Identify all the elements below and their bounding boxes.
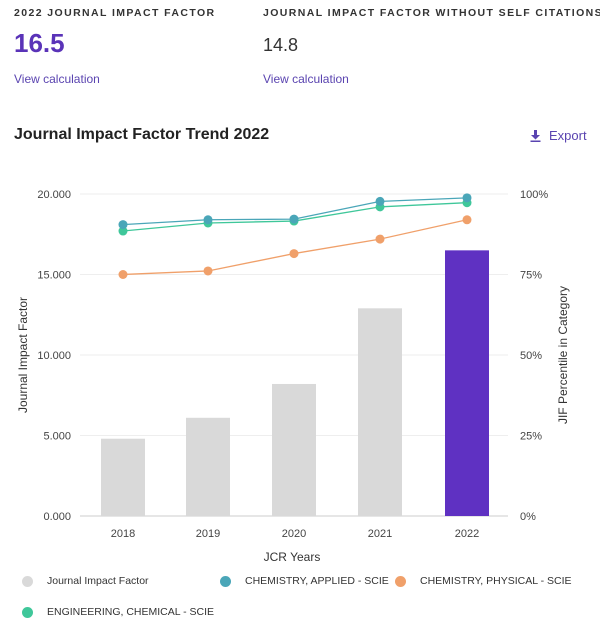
x-tick-label: 2022: [455, 528, 479, 540]
y2-tick-label: 0%: [520, 511, 536, 523]
x-tick-label: 2021: [368, 528, 392, 540]
point-applied-2019: [203, 215, 213, 225]
percentile-lines: [118, 193, 472, 279]
point-applied-2022: [462, 193, 472, 203]
export-button[interactable]: Export: [530, 128, 587, 143]
download-icon: [530, 129, 541, 142]
legend-item-engineering-chemical[interactable]: ENGINEERING, CHEMICAL - SCIE: [22, 606, 214, 618]
bars: [101, 250, 489, 516]
jif-no-self-value: 14.8: [263, 35, 299, 55]
legend-swatch-jif: [22, 575, 33, 587]
point-applied-2021: [375, 196, 385, 206]
x-tick-label: 2018: [111, 528, 135, 540]
legend-label-engineering-chemical: ENGINEERING, CHEMICAL - SCIE: [47, 606, 215, 618]
legend-swatch-chemistry-applied: [220, 575, 231, 587]
legend-label-jif: Journal Impact Factor: [47, 575, 149, 587]
series-line-physical: [122, 219, 468, 276]
jif-view-calculation-link[interactable]: View calculation: [14, 72, 100, 86]
point-physical-2019: [203, 266, 213, 276]
y-tick-label: 15.000: [37, 270, 71, 282]
y-tick-label: 0.000: [43, 511, 71, 523]
y-tick-label: 20.000: [37, 189, 71, 201]
y-axis-ticks: 0.000 5.000 10.000 15.000 20.000: [37, 189, 71, 523]
bar-2022: [445, 250, 489, 516]
y-axis-label: Journal Impact Factor: [16, 297, 30, 413]
bar-2018: [101, 438, 145, 516]
y2-tick-label: 75%: [520, 270, 542, 282]
legend-item-chemistry-physical[interactable]: CHEMISTRY, PHYSICAL - SCIE: [395, 575, 572, 587]
point-physical-2018: [118, 270, 128, 279]
point-physical-2022: [462, 215, 472, 225]
y2-tick-label: 25%: [520, 431, 542, 443]
jif-no-self-view-calculation-link[interactable]: View calculation: [263, 72, 349, 86]
y2-tick-label: 100%: [520, 189, 548, 201]
x-tick-label: 2020: [282, 528, 306, 540]
x-axis-ticks: 2018 2019 2020 2021 2022: [111, 528, 479, 540]
jif-value: 16.5: [14, 28, 65, 58]
jif-label: 2022 JOURNAL IMPACT FACTOR: [14, 7, 216, 19]
y2-axis-ticks: 0% 25% 50% 75% 100%: [520, 189, 548, 523]
legend-swatch-chemistry-physical: [395, 575, 406, 587]
point-applied-2018: [118, 220, 128, 230]
x-axis-label: JCR Years: [264, 550, 321, 564]
chart-title: Journal Impact Factor Trend 2022: [14, 126, 270, 143]
bar-2021: [358, 308, 402, 516]
point-physical-2020: [289, 249, 299, 259]
y-tick-label: 10.000: [37, 350, 71, 362]
jif-trend-chart: 0.000 5.000 10.000 15.000 20.000 0% 25% 50% 75%…: [16, 189, 570, 564]
point-applied-2020: [289, 214, 299, 224]
y2-axis-label: JIF Percentile in Category: [556, 286, 570, 424]
export-label: Export: [549, 128, 587, 143]
bar-2020: [272, 383, 316, 516]
y2-tick-label: 50%: [520, 350, 542, 362]
jif-no-self-label: JOURNAL IMPACT FACTOR WITHOUT SELF CITAT…: [263, 7, 600, 19]
point-physical-2021: [375, 234, 385, 244]
legend-item-jif[interactable]: Journal Impact Factor: [22, 575, 149, 587]
point-engineering-2018: [118, 226, 128, 236]
y-tick-label: 5.000: [43, 431, 71, 443]
legend-label-chemistry-applied: CHEMISTRY, APPLIED - SCIE: [245, 575, 389, 587]
legend-swatch-engineering-chemical: [22, 606, 33, 618]
legend-label-chemistry-physical: CHEMISTRY, PHYSICAL - SCIE: [420, 575, 572, 587]
x-tick-label: 2019: [196, 528, 220, 540]
bar-2019: [186, 417, 230, 516]
legend-item-chemistry-applied[interactable]: CHEMISTRY, APPLIED - SCIE: [220, 575, 389, 587]
